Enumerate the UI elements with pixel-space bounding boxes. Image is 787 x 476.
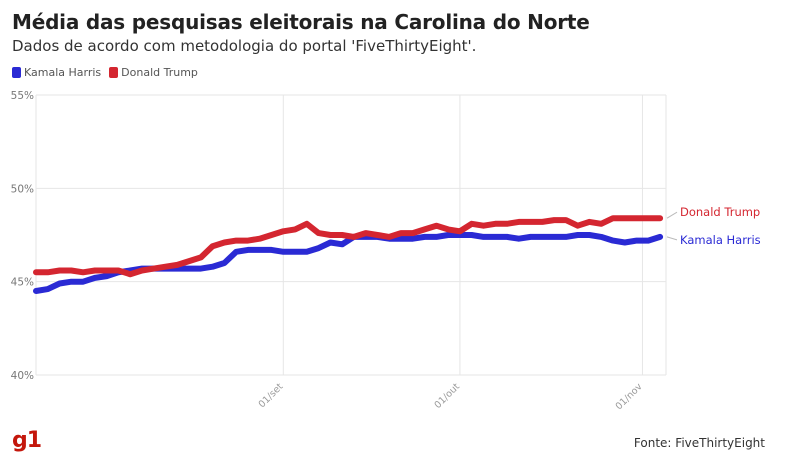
chart-legend: Kamala Harris Donald Trump (12, 66, 198, 79)
legend-item-harris[interactable]: Kamala Harris (12, 66, 101, 79)
end-label-harris: Kamala Harris (680, 233, 761, 247)
y-tick-label: 50% (11, 183, 34, 195)
end-label-trump: Donald Trump (680, 205, 760, 219)
end-label-connector (666, 211, 678, 219)
legend-label-harris: Kamala Harris (24, 66, 102, 79)
source-note: Fonte: FiveThirtyEight (633, 436, 765, 450)
y-tick-label: 45% (11, 277, 34, 289)
series-line-harris (33, 232, 664, 294)
end-label-connector (666, 236, 678, 241)
chart-subtitle: Dados de acordo com metodologia do porta… (12, 37, 477, 55)
chart-title: Média das pesquisas eleitorais na Caroli… (12, 10, 590, 34)
legend-label-trump: Donald Trump (121, 66, 198, 79)
y-tick-label: 40% (11, 370, 34, 382)
legend-swatch-trump (109, 67, 119, 78)
legend-swatch-harris (12, 67, 21, 78)
x-tick-label: 01/nov (614, 381, 645, 412)
g1-logo: g1 (12, 428, 42, 453)
series-line-trump (33, 215, 664, 278)
y-tick-label: 55% (11, 90, 34, 102)
x-tick-label: 01/set (257, 381, 286, 410)
legend-item-trump[interactable]: Donald Trump (109, 66, 198, 79)
x-tick-label: 01/out (432, 381, 462, 411)
